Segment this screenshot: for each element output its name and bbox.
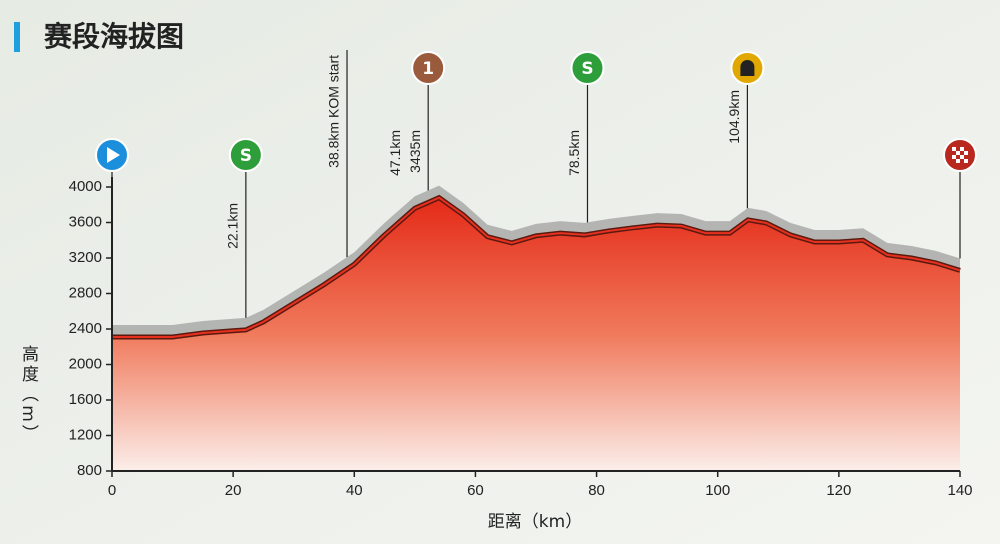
marker-label: 78.5km xyxy=(566,130,582,176)
finish-check xyxy=(964,159,968,163)
title-bar xyxy=(14,22,20,52)
y-tick-label: 2400 xyxy=(69,320,102,337)
finish-check xyxy=(952,155,956,159)
x-tick-label: 120 xyxy=(826,482,851,499)
marker-label: 47.1km xyxy=(387,130,403,176)
profile-area xyxy=(112,197,960,471)
marker-symbol: S xyxy=(240,146,252,166)
profile-line xyxy=(112,196,961,338)
x-axis-label: 距离（km） xyxy=(488,512,582,532)
x-tick-label: 140 xyxy=(947,482,972,499)
y-tick-label: 2800 xyxy=(69,284,102,301)
marker-label: 3435m xyxy=(407,130,423,173)
y-tick-label: 3200 xyxy=(69,249,102,266)
marker-label: 38.8km KOM start xyxy=(326,55,342,168)
finish-check xyxy=(964,151,968,155)
y-tick-label: 1200 xyxy=(69,426,102,443)
x-tick-label: 80 xyxy=(588,482,605,499)
y-tick-label: 2000 xyxy=(69,355,102,372)
marker-icon xyxy=(228,138,263,172)
finish-check xyxy=(952,147,956,151)
finish-check xyxy=(960,147,964,151)
x-tick-label: 20 xyxy=(225,482,242,499)
x-tick-label: 100 xyxy=(705,482,730,499)
marker-label: 104.9km xyxy=(726,90,742,144)
x-tick-label: 0 xyxy=(108,482,116,499)
y-tick-label: 800 xyxy=(77,462,102,479)
x-tick-label: 60 xyxy=(467,482,484,499)
y-tick-label: 3600 xyxy=(69,213,102,230)
marker-icon xyxy=(570,51,605,85)
marker-symbol: 1 xyxy=(422,59,434,79)
marker-label: 22.1km xyxy=(225,203,241,249)
y-tick-label: 1600 xyxy=(69,391,102,408)
chart-title: 赛段海拔图 xyxy=(44,20,184,53)
x-tick-label: 40 xyxy=(346,482,363,499)
marker-symbol: S xyxy=(581,59,593,79)
start-arrow xyxy=(107,147,120,163)
finish-check xyxy=(956,159,960,163)
y-tick-label: 4000 xyxy=(69,178,102,195)
finish-check xyxy=(956,151,960,155)
finish-check xyxy=(960,155,964,159)
marker-icon xyxy=(411,51,446,85)
y-axis-label: 高度（m） xyxy=(18,345,39,445)
tunnel-shape xyxy=(740,60,755,76)
